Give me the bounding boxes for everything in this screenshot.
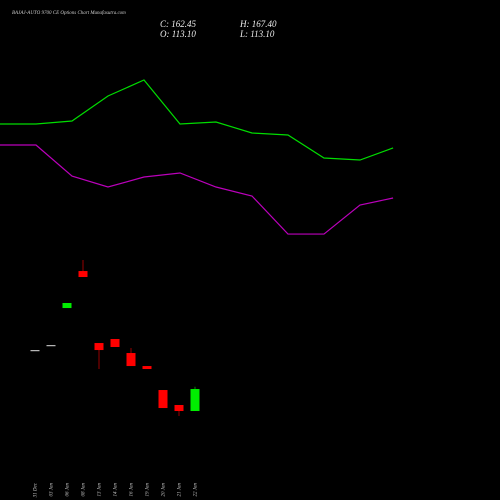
x-tick-label: 14 Jan <box>114 483 119 497</box>
chart-title: BAJAJ-AUTO 9700 CE Options Chart Munafas… <box>12 11 126 16</box>
candle-body <box>30 350 40 352</box>
candle-body <box>190 389 200 412</box>
candle-body <box>158 390 168 409</box>
open-label: O: 113.10 <box>160 29 196 39</box>
candle-body <box>126 353 136 367</box>
candle-body <box>142 366 152 370</box>
x-tick-label: 03 Jan <box>50 483 55 497</box>
high-label: H: 167.40 <box>239 19 277 29</box>
line <box>0 79 394 161</box>
x-tick-label: 31 Dec <box>34 482 39 497</box>
x-tick-label: 06 Jan <box>66 483 71 497</box>
low-label: L: 113.10 <box>239 29 275 39</box>
x-tick-label: 13 Jan <box>98 483 103 497</box>
candle-body <box>174 404 184 412</box>
x-tick-label: 20 Jan <box>162 483 167 497</box>
line <box>0 144 394 235</box>
candle-body <box>78 271 88 278</box>
candle-body <box>110 339 120 347</box>
x-tick-label: 19 Jan <box>146 483 151 497</box>
x-tick-label: 08 Jan <box>82 483 87 497</box>
candle-body <box>62 302 72 309</box>
x-tick-label: 16 Jan <box>130 483 135 497</box>
candle-body <box>94 343 104 351</box>
x-tick-label: 21 Jan <box>178 483 183 497</box>
x-tick-label: 22 Jan <box>194 483 199 497</box>
candle-body <box>46 345 56 347</box>
close-label: C: 162.45 <box>160 19 197 29</box>
